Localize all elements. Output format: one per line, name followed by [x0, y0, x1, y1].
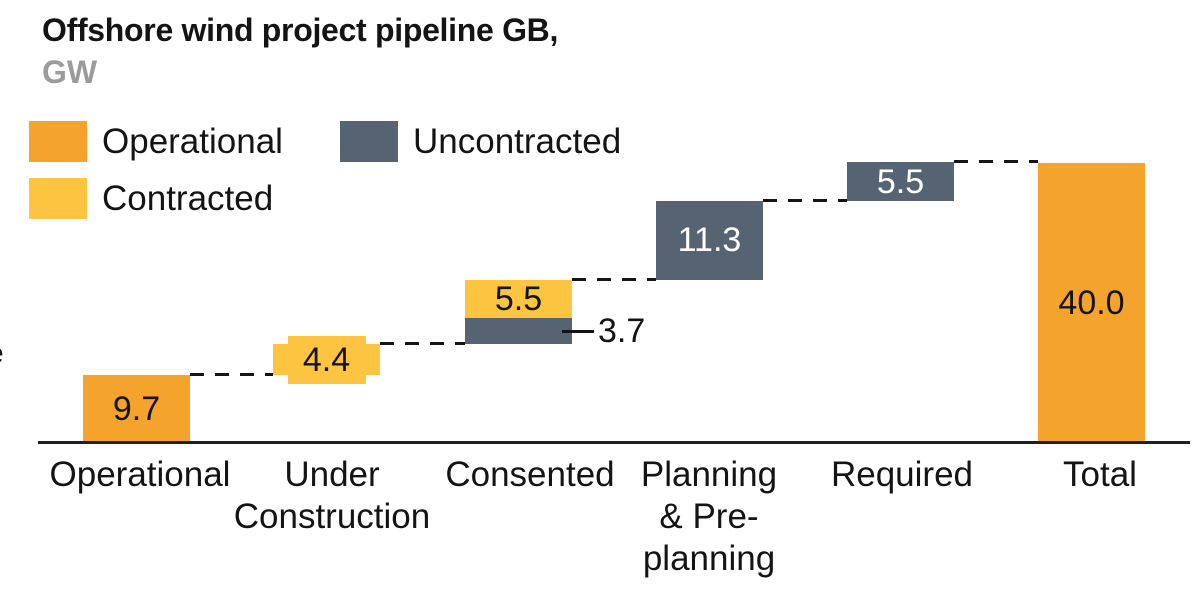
- bar-segment-uncontracted: [656, 200, 763, 280]
- data-label: 5.5: [494, 280, 543, 319]
- connector-line: [763, 198, 847, 202]
- connector-line: [572, 277, 656, 281]
- axis-label-operational: Operational: [49, 455, 231, 494]
- data-label: 9.7: [112, 390, 161, 429]
- legend-swatch-operational: [29, 121, 87, 162]
- data-label-boxed: 4.4: [287, 335, 366, 384]
- axis-label-consented: Consented: [445, 455, 615, 494]
- bar-segment-operational: [1038, 163, 1145, 443]
- data-label-leader-line: [562, 330, 594, 334]
- legend-swatch-contracted: [29, 178, 87, 219]
- bar-segment-uncontracted: [847, 162, 954, 201]
- data-label: 40.0: [1058, 284, 1125, 322]
- cropped-left-edge-text: e: [0, 341, 10, 367]
- bar-segment-operational: [83, 375, 190, 443]
- legend-swatch-uncontracted: [340, 121, 398, 162]
- bar-segment-uncontracted: [465, 318, 572, 345]
- legend-label-contracted: Contracted: [102, 178, 274, 218]
- connector-line: [954, 160, 1038, 164]
- legend-label-operational: Operational: [102, 121, 283, 161]
- data-label: 3.7: [598, 312, 646, 351]
- connector-line: [190, 373, 273, 377]
- data-label: 5.5: [876, 162, 925, 201]
- legend-label-uncontracted: Uncontracted: [413, 121, 622, 161]
- chart-unit-label: GW: [42, 54, 98, 90]
- bar-segment-contracted: [465, 279, 572, 319]
- connector-line: [380, 342, 465, 346]
- axis-label-planning-pre-planning: Planning & Pre-planning: [640, 455, 778, 578]
- x-axis-line: [38, 441, 1190, 444]
- data-label: 11.3: [677, 221, 742, 260]
- axis-label-under-construction: Under Construction: [233, 455, 431, 536]
- axis-label-required: Required: [830, 455, 974, 494]
- axis-label-total: Total: [1063, 455, 1137, 494]
- chart-title: Offshore wind project pipeline GB,: [42, 12, 559, 48]
